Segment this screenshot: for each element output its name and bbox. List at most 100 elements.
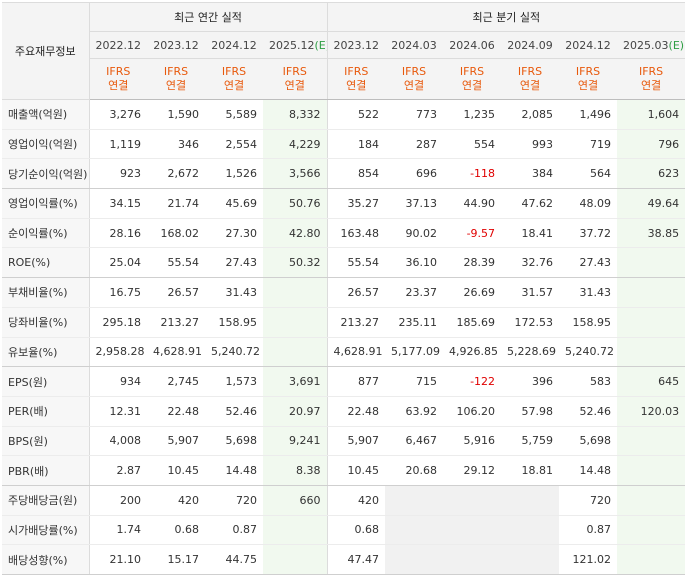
value-cell	[443, 544, 502, 575]
value-cell	[385, 544, 444, 575]
period-label: 2024.09	[507, 38, 553, 52]
row-label: 영업이익률(%)	[2, 188, 90, 219]
period-label: 2025.03	[623, 38, 669, 52]
value-cell: 4,628.91	[326, 337, 386, 368]
value-cell: 0.87	[205, 515, 263, 546]
value-cell: 420	[326, 485, 386, 516]
standard-header: IFRS 연결	[501, 58, 560, 100]
standard-line2: 연결	[223, 79, 245, 92]
row-label: 매출액(억원)	[2, 99, 90, 130]
standard-line2: 연결	[346, 79, 367, 92]
table-row: 유보율(%) 2,958.28 4,628.91 5,240.72 4,628.91 5,…	[2, 337, 686, 368]
value-cell: 29.12	[443, 455, 502, 486]
value-cell: 27.43	[559, 247, 618, 279]
value-cell: 420	[147, 485, 205, 516]
value-cell: 120.03	[617, 396, 686, 427]
value-cell	[617, 307, 686, 338]
value-cell: 200	[89, 485, 147, 516]
value-cell: 5,698	[559, 426, 618, 457]
value-cell: 21.74	[147, 188, 205, 219]
value-cell: 0.68	[147, 515, 205, 546]
value-cell	[501, 544, 560, 575]
value-cell: 34.15	[89, 188, 147, 219]
value-cell: 21.10	[89, 544, 147, 575]
value-cell: 42.80	[263, 218, 328, 249]
value-cell: 36.10	[385, 247, 444, 279]
value-cell: -118	[443, 158, 502, 190]
table-row: 주당배당금(원) 200 420 720 660 420 720	[2, 485, 686, 516]
value-cell	[385, 485, 444, 516]
standard-line1: IFRS	[401, 65, 427, 78]
standard-line1: IFRS	[221, 65, 247, 78]
table-row: 영업이익(억원) 1,119 346 2,554 4,229 184 287 554 993 71…	[2, 129, 686, 160]
value-cell: 2,554	[205, 129, 263, 160]
value-cell: 213.27	[326, 307, 386, 338]
value-cell: 168.02	[147, 218, 205, 249]
quarter-group-header: 최근 분기 실적	[326, 2, 686, 32]
value-cell: 623	[617, 158, 686, 190]
value-cell: 9,241	[263, 426, 328, 457]
period-label: 2024.12	[211, 38, 257, 52]
value-cell: 158.95	[205, 307, 263, 338]
value-cell: 3,691	[263, 366, 328, 397]
value-cell: 28.39	[443, 247, 502, 279]
value-cell	[617, 515, 686, 546]
standard-line2: 연결	[519, 79, 541, 92]
value-cell: 20.68	[385, 455, 444, 486]
value-cell: 31.57	[501, 277, 560, 308]
period-label: 2022.12	[95, 38, 142, 52]
value-cell: 5,759	[501, 426, 560, 457]
value-cell: 3,276	[89, 99, 147, 130]
table-row: PER(배) 12.31 22.48 52.46 20.97 22.48 63.92 106.…	[2, 396, 686, 427]
row-label: 당기순이익(억원)	[2, 158, 90, 190]
value-cell: 5,589	[205, 99, 263, 130]
value-cell: 172.53	[501, 307, 560, 338]
standard-line1: IFRS	[517, 65, 543, 78]
value-cell: 4,628.91	[147, 337, 205, 368]
value-cell	[617, 337, 686, 368]
period-header: 2023.12	[147, 31, 205, 59]
row-label: 배당성향(%)	[2, 544, 90, 575]
period-header: 2025.03(E)	[617, 31, 686, 59]
value-cell: 14.48	[205, 455, 263, 486]
value-cell: 45.69	[205, 188, 263, 219]
period-header: 2024.06	[443, 31, 502, 59]
table-body: 매출액(억원) 3,276 1,590 5,589 8,332 522 773 1,235 2,…	[2, 99, 686, 575]
period-header: 2025.12(E)	[263, 31, 328, 59]
value-cell: 26.69	[443, 277, 502, 308]
period-header-row: 2022.122023.122024.122025.12(E)2023.1220…	[2, 31, 686, 59]
period-label: 2024.03	[391, 38, 437, 52]
value-cell: 16.75	[89, 277, 147, 308]
value-cell: 49.64	[617, 188, 686, 219]
value-cell: 32.76	[501, 247, 560, 279]
standard-header: IFRS 연결	[617, 58, 686, 100]
value-cell: 583	[559, 366, 618, 397]
value-cell: 0.68	[326, 515, 386, 546]
value-cell: 22.48	[326, 396, 386, 427]
value-cell: 121.02	[559, 544, 618, 575]
value-cell: 90.02	[385, 218, 444, 249]
standard-line2: 연결	[403, 79, 425, 92]
table-row: 시가배당률(%) 1.74 0.68 0.87 0.68 0.87	[2, 515, 686, 546]
value-cell: 1,496	[559, 99, 618, 130]
value-cell: 27.43	[205, 247, 263, 279]
standard-line1: IFRS	[163, 65, 189, 78]
period-header: 2024.09	[501, 31, 560, 59]
row-label: 부채비율(%)	[2, 277, 90, 308]
row-label: PER(배)	[2, 396, 90, 427]
value-cell: 5,177.09	[385, 337, 444, 368]
value-cell: 27.30	[205, 218, 263, 249]
value-cell: 5,240.72	[205, 337, 263, 368]
value-cell	[617, 426, 686, 457]
value-cell: 28.16	[89, 218, 147, 249]
standard-line1: IFRS	[575, 65, 601, 78]
standard-line1: IFRS	[459, 65, 485, 78]
standard-line1: IFRS	[106, 65, 131, 78]
value-cell: 35.27	[326, 188, 386, 219]
value-cell: 877	[326, 366, 386, 397]
value-cell: 5,228.69	[501, 337, 560, 368]
value-cell: 44.90	[443, 188, 502, 219]
value-cell: 8.38	[263, 455, 328, 486]
value-cell: 37.13	[385, 188, 444, 219]
value-cell: 18.81	[501, 455, 560, 486]
